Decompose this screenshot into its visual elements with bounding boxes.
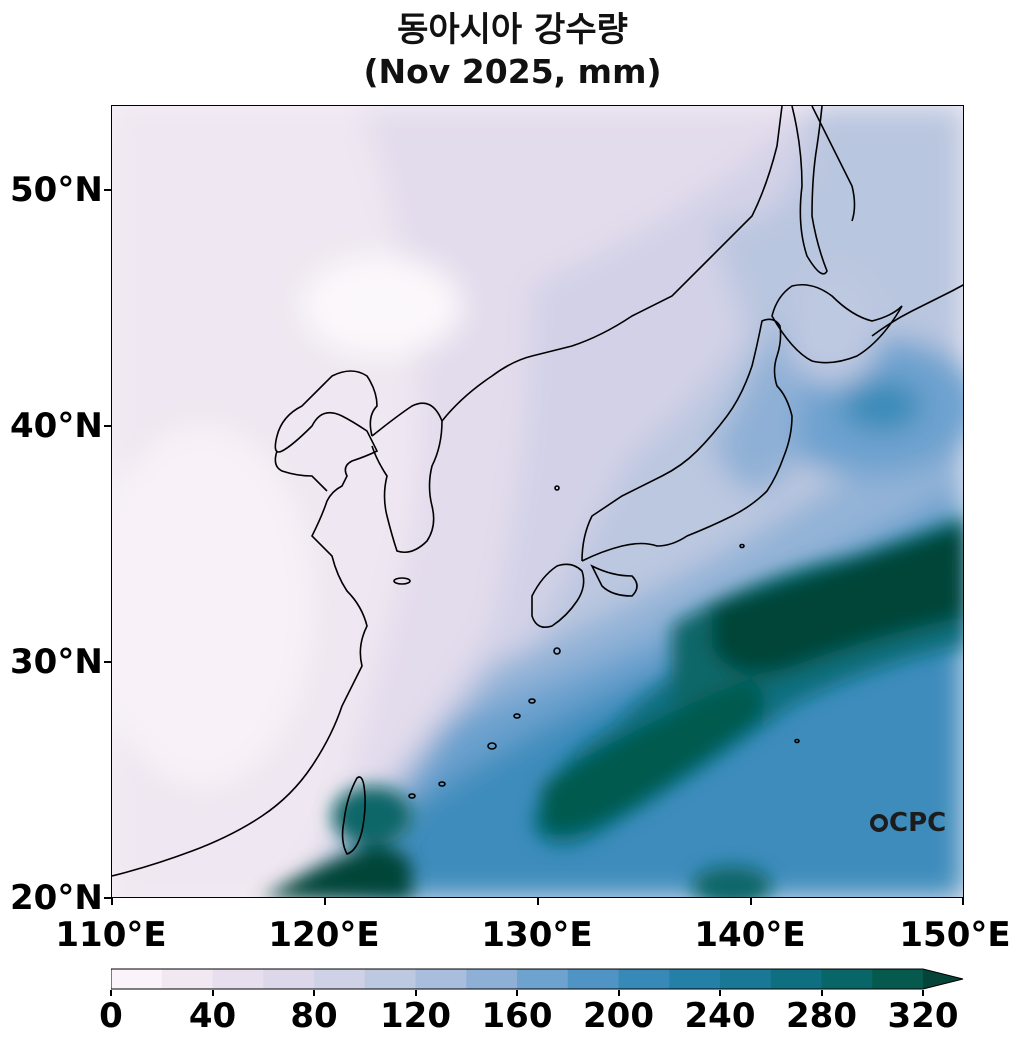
colorbar-segment [618,969,670,989]
map-title: 동아시아 강수량 [397,10,628,50]
lat-tick-50 [104,189,111,191]
colorbar-segment [415,969,467,989]
lat-tick-30 [104,661,111,663]
colorbar-segment [364,969,417,989]
lon-label-150: 150°E [899,915,1011,955]
heavy-rain-band [265,516,963,897]
colorbar [111,968,964,990]
lon-label-110: 110°E [55,915,167,955]
colorbar-label: 0 [99,996,123,1036]
colorbar-segment [517,969,569,989]
colorbar-segment [872,969,924,989]
lon-label-130: 130°E [481,915,593,955]
colorbar-segment [161,969,214,989]
colorbar-tick [820,990,823,996]
colorbar-segment [567,969,620,989]
lat-tick-40 [104,425,111,427]
lon-tick-140 [750,898,752,905]
lon-label-140: 140°E [694,915,806,955]
precipitation-map [111,105,964,898]
colorbar-segment [720,969,772,989]
colorbar-segment [263,969,315,989]
colorbar-label: 280 [786,996,857,1036]
colorbar-label: 160 [481,996,553,1036]
logo-ring-icon [870,814,888,832]
map-subtitle: (Nov 2025, mm) [363,52,662,91]
colorbar-label: 40 [188,996,237,1036]
lat-label-40: 40°N [10,406,103,446]
logo-text: CPC [889,808,947,838]
colorbar-extend-triangle [923,969,963,989]
coastlines [112,106,963,877]
colorbar-segment [770,969,823,989]
lon-tick-130 [537,898,539,905]
colorbar-label: 320 [887,996,959,1036]
colorbar-tick [313,990,315,996]
colorbar-outline [111,968,964,990]
colorbar-tick [414,990,417,996]
colorbar-tick [211,990,214,996]
colorbar-segment [212,969,264,989]
colorbar-tick [922,990,924,996]
colorbar-segment [314,969,366,989]
colorbar-label: 240 [684,996,756,1036]
colorbar-tick [617,990,620,996]
cpc-logo: CPC [870,808,946,838]
colorbar-label: 200 [583,996,654,1036]
colorbar-segment [821,969,873,989]
colorbar-label: 120 [380,996,451,1036]
lon-tick-150 [962,898,964,905]
lat-tick-20 [104,897,111,899]
colorbar-tick [516,990,518,996]
precipitation-field [112,106,963,897]
lon-tick-120 [324,898,326,905]
colorbar-tick [719,990,721,996]
colorbar-segment [466,969,518,989]
colorbar-label: 80 [290,996,338,1036]
lat-label-20: 20°N [10,878,103,918]
lat-label-50: 50°N [10,170,103,210]
lat-label-30: 30°N [10,642,103,682]
lon-tick-110 [111,898,113,905]
colorbar-tick [110,990,112,996]
lon-label-120: 120°E [268,915,380,955]
colorbar-segment [669,969,721,989]
colorbar-segment [111,969,163,989]
